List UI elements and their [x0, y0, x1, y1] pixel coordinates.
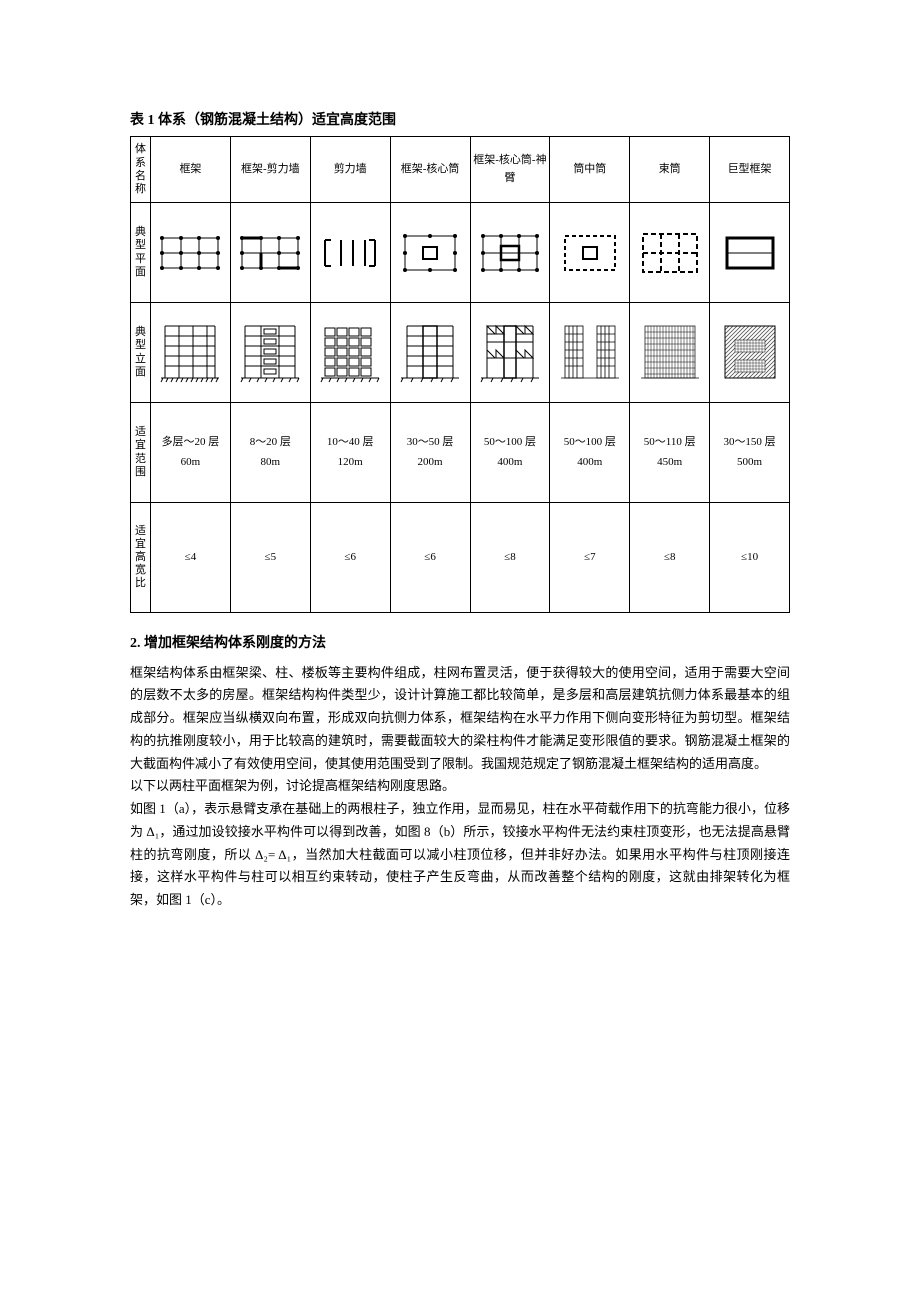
row-system-name: 体系名称 框架 框架-剪力墙 剪力墙 框架-核心筒 框架-核心筒-神臂 筒中筒 …	[131, 137, 790, 203]
range-6: 50～110 层450m	[630, 403, 710, 503]
ratio-1: ≤5	[230, 503, 310, 613]
ratio-2: ≤6	[310, 503, 390, 613]
rowhdr-range: 适宜范围	[131, 403, 151, 503]
elev-tube-in-tube	[550, 303, 630, 403]
paragraph-2: 以下以两柱平面框架为例，讨论提高框架结构刚度思路。	[130, 775, 790, 798]
structural-systems-table: 体系名称 框架 框架-剪力墙 剪力墙 框架-核心筒 框架-核心筒-神臂 筒中筒 …	[130, 136, 790, 613]
range-0: 多层～20 层60m	[151, 403, 231, 503]
cell-name-7: 巨型框架	[710, 137, 790, 203]
cell-name-3: 框架-核心筒	[390, 137, 470, 203]
row-aspect-ratio: 适宜高宽比 ≤4 ≤5 ≤6 ≤6 ≤8 ≤7 ≤8 ≤10	[131, 503, 790, 613]
rowhdr-ratio: 适宜高宽比	[131, 503, 151, 613]
range-5: 50～100 层400m	[550, 403, 630, 503]
paragraph-3: 如图 1（a），表示悬臂支承在基础上的两根柱子，独立作用，显而易见，柱在水平荷载…	[130, 798, 790, 912]
row-typical-plan: 典型平面	[131, 203, 790, 303]
range-4: 50～100 层400m	[470, 403, 550, 503]
row-suitable-range: 适宜范围 多层～20 层60m 8～20 层80m 10～40 层120m 30…	[131, 403, 790, 503]
ratio-5: ≤7	[550, 503, 630, 613]
elev-frame-shearwall	[230, 303, 310, 403]
paragraph-1: 框架结构体系由框架梁、柱、楼板等主要构件组成，柱网布置灵活，便于获得较大的使用空…	[130, 662, 790, 776]
plan-mega-frame	[710, 203, 790, 303]
rowhdr-plan: 典型平面	[131, 203, 151, 303]
cell-name-5: 筒中筒	[550, 137, 630, 203]
ratio-3: ≤6	[390, 503, 470, 613]
range-3: 30～50 层200m	[390, 403, 470, 503]
elev-bundled-tube	[630, 303, 710, 403]
plan-frame-coretube-outrigger	[470, 203, 550, 303]
range-1: 8～20 层80m	[230, 403, 310, 503]
cell-name-0: 框架	[151, 137, 231, 203]
plan-frame	[151, 203, 231, 303]
plan-bundled-tube	[630, 203, 710, 303]
cell-name-2: 剪力墙	[310, 137, 390, 203]
ratio-4: ≤8	[470, 503, 550, 613]
range-7: 30～150 层500m	[710, 403, 790, 503]
section-2-title: 2. 增加框架结构体系刚度的方法	[130, 633, 790, 655]
plan-tube-in-tube	[550, 203, 630, 303]
cell-name-4: 框架-核心筒-神臂	[470, 137, 550, 203]
rowhdr-name: 体系名称	[131, 137, 151, 203]
cell-name-1: 框架-剪力墙	[230, 137, 310, 203]
elev-shearwall	[310, 303, 390, 403]
row-typical-elevation: 典型立面	[131, 303, 790, 403]
table-caption: 表 1 体系（钢筋混凝土结构）适宜高度范围	[130, 110, 790, 132]
plan-frame-coretube	[390, 203, 470, 303]
plan-frame-shearwall	[230, 203, 310, 303]
plan-shearwall	[310, 203, 390, 303]
ratio-7: ≤10	[710, 503, 790, 613]
elev-frame-coretube	[390, 303, 470, 403]
rowhdr-elev: 典型立面	[131, 303, 151, 403]
cell-name-6: 束筒	[630, 137, 710, 203]
range-2: 10～40 层120m	[310, 403, 390, 503]
ratio-6: ≤8	[630, 503, 710, 613]
elev-outrigger	[470, 303, 550, 403]
elev-mega-frame	[710, 303, 790, 403]
ratio-0: ≤4	[151, 503, 231, 613]
elev-frame	[151, 303, 231, 403]
